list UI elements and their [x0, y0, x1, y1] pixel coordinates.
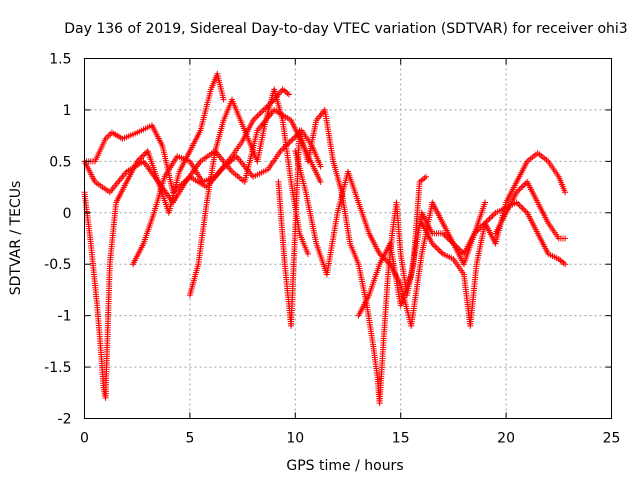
y-axis-label: SDTVAR / TECUs: [8, 181, 24, 296]
series-arc-1: [81, 122, 324, 196]
series-arc-7: [292, 148, 489, 329]
x-tick-label: 0: [80, 431, 89, 447]
data-point: [220, 96, 227, 103]
series-arc-3: [81, 70, 227, 401]
y-tick-labels: -2 -1.5 -1 -0.5 0 0.5 1 1.5: [44, 52, 71, 428]
y-tick-label: 0: [63, 206, 72, 222]
data-point: [482, 199, 489, 206]
y-tick-label: 0.5: [49, 154, 71, 170]
x-tick-label: 25: [603, 431, 621, 447]
data-point: [422, 173, 429, 180]
plot-frame: [84, 58, 612, 419]
data-point: [285, 91, 292, 98]
y-tick-label: -0.5: [44, 257, 71, 273]
series-arc-8: [355, 150, 569, 319]
chart-title: Day 136 of 2019, Sidereal Day-to-day VTE…: [64, 21, 627, 37]
data-point: [562, 189, 569, 196]
axis-ticks: [84, 58, 612, 419]
x-tick-labels: 0 5 10 15 20 25: [80, 431, 620, 447]
data-point: [317, 178, 324, 185]
y-tick-label: -1: [58, 309, 72, 325]
x-tick-label: 5: [185, 431, 194, 447]
y-tick-label: 1: [63, 103, 72, 119]
x-tick-label: 20: [497, 431, 515, 447]
x-tick-label: 15: [392, 431, 410, 447]
data-point: [304, 250, 311, 257]
data-point: [562, 235, 569, 242]
y-tick-label: -1.5: [44, 360, 71, 376]
series-arc-4: [129, 86, 292, 268]
y-tick-label: 1.5: [49, 52, 71, 68]
y-tick-label: -2: [58, 412, 72, 428]
x-tick-label: 10: [286, 431, 304, 447]
series-arc-10: [492, 178, 569, 242]
x-axis-label: GPS time / hours: [286, 458, 403, 474]
data-point: [562, 261, 569, 268]
data-points: [81, 70, 569, 407]
data-point: [317, 163, 324, 170]
